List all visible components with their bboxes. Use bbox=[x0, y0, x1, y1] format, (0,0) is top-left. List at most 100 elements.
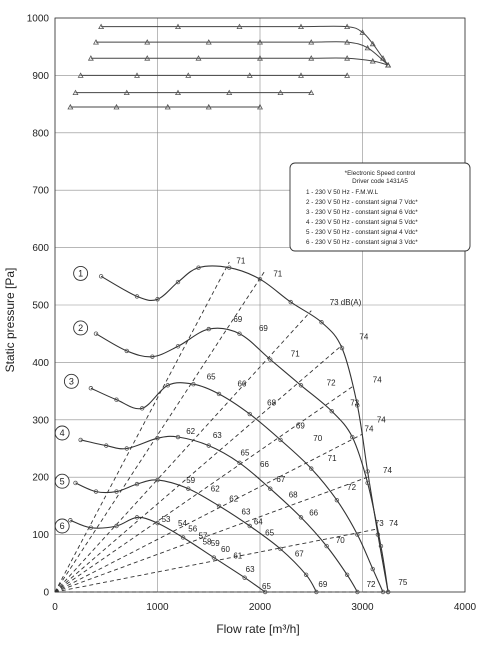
curve-point bbox=[380, 589, 386, 595]
db-label: 63 bbox=[213, 431, 222, 440]
curve-point bbox=[370, 566, 375, 572]
upper-line-marker bbox=[123, 89, 130, 96]
curve-point bbox=[114, 489, 119, 494]
curve-point bbox=[355, 403, 360, 408]
upper-line-marker bbox=[164, 103, 171, 110]
curve-point bbox=[114, 397, 119, 402]
y-tick-label: 200 bbox=[32, 473, 49, 484]
upper-line-marker bbox=[185, 72, 192, 78]
upper-line-marker bbox=[93, 39, 99, 45]
upper-pressure-line bbox=[90, 57, 389, 66]
curve-number-circle bbox=[54, 518, 70, 534]
db-label: 75 bbox=[398, 578, 407, 587]
legend-entry-5: 5 - 230 V 50 Hz - constant signal 4 Vdc* bbox=[306, 229, 418, 236]
upper-line-marker bbox=[257, 103, 263, 110]
db-label: 65 bbox=[265, 529, 274, 538]
db-label: 70 bbox=[336, 536, 345, 545]
curve-point bbox=[324, 543, 329, 549]
db-label: 72 bbox=[327, 378, 336, 387]
db-label: 74 bbox=[383, 466, 392, 475]
curve-point bbox=[93, 331, 99, 336]
legend: *Electronic Speed control Driver code 14… bbox=[289, 162, 471, 252]
db-label: 71 bbox=[273, 269, 282, 278]
curve-point bbox=[73, 480, 78, 486]
legend-entry-3: 3 - 230 V 50 Hz - constant signal 6 Vdc* bbox=[306, 209, 418, 216]
curve-point bbox=[68, 518, 73, 523]
y-tick-label: 400 bbox=[32, 358, 49, 369]
db-label: 58 bbox=[203, 537, 212, 546]
upper-line-marker bbox=[205, 103, 212, 110]
curve-point bbox=[191, 382, 196, 387]
db-line bbox=[54, 261, 230, 593]
curve-point bbox=[206, 443, 211, 448]
upper-line-marker bbox=[308, 39, 315, 45]
curve-point bbox=[165, 383, 170, 388]
curve-point bbox=[237, 331, 242, 336]
upper-line-marker bbox=[67, 103, 74, 110]
upper-line-marker bbox=[87, 55, 94, 61]
curve-point bbox=[247, 411, 252, 417]
curve-number-circle bbox=[73, 320, 89, 336]
curve-point bbox=[288, 299, 293, 305]
db-line bbox=[54, 476, 368, 593]
curve-point bbox=[206, 326, 211, 332]
curve-number-label: 6 bbox=[60, 521, 65, 531]
curve-point bbox=[88, 386, 94, 391]
curve-point bbox=[262, 589, 268, 595]
curve-number-label: 1 bbox=[78, 269, 83, 279]
curve-point bbox=[175, 344, 181, 349]
curve-point bbox=[355, 532, 360, 537]
legend-title-1: *Electronic Speed control bbox=[345, 170, 416, 177]
db-label: 67 bbox=[295, 549, 304, 558]
db-label: 69 bbox=[296, 421, 305, 430]
x-tick-label: 1000 bbox=[146, 602, 169, 613]
upper-line-marker bbox=[175, 89, 181, 96]
upper-line-marker bbox=[144, 55, 151, 61]
upper-line-marker bbox=[195, 55, 202, 61]
curve-point bbox=[334, 497, 340, 503]
curve-point bbox=[303, 572, 309, 577]
db-label: 61 bbox=[233, 552, 242, 561]
db-label: 74 bbox=[377, 416, 386, 425]
curve-number-circle bbox=[63, 373, 79, 389]
db-label: 57 bbox=[199, 532, 208, 541]
curve-point bbox=[155, 477, 160, 483]
upper-pressure-lines bbox=[67, 23, 392, 110]
y-tick-label: 500 bbox=[32, 301, 49, 312]
performance-curve-1 bbox=[100, 265, 389, 593]
curve-point bbox=[155, 520, 160, 526]
curve-point bbox=[278, 437, 283, 443]
db-label: 66 bbox=[260, 460, 269, 469]
upper-line-marker bbox=[144, 39, 151, 45]
performance-curve-5 bbox=[75, 479, 317, 593]
upper-pressure-line bbox=[101, 25, 389, 66]
curve-point bbox=[378, 543, 384, 549]
upper-line-marker bbox=[134, 72, 140, 78]
curve-point bbox=[355, 589, 360, 595]
y-tick-label: 0 bbox=[43, 588, 49, 599]
curve-point bbox=[175, 279, 181, 285]
curve-point bbox=[268, 486, 273, 491]
y-tick-label: 700 bbox=[32, 186, 49, 197]
curve-point bbox=[124, 348, 129, 354]
curve-point bbox=[298, 383, 304, 388]
curve-point bbox=[257, 276, 263, 282]
upper-line-marker bbox=[257, 55, 263, 61]
db-line bbox=[54, 528, 378, 593]
db-label: 60 bbox=[221, 545, 230, 554]
curve-point bbox=[134, 294, 140, 299]
x-tick-label: 2000 bbox=[249, 602, 272, 613]
db-label: 69 bbox=[233, 315, 242, 324]
curve-point bbox=[278, 546, 283, 552]
legend-entry-1: 1 - 230 V 50 Hz - F.M.W.L bbox=[306, 189, 379, 196]
curve-point bbox=[242, 575, 247, 580]
curve-point bbox=[329, 408, 334, 414]
noise-labels: 71 71 73 dB(A) 69 69 74 71 65 66 72 74 68 73 62 63 69 74… bbox=[162, 257, 408, 591]
performance-curve-3 bbox=[90, 382, 384, 593]
curve-point bbox=[216, 503, 222, 509]
upper-line-marker bbox=[298, 23, 304, 30]
db-label: 62 bbox=[211, 485, 220, 494]
y-tick-label: 600 bbox=[32, 243, 49, 254]
upper-line-marker bbox=[359, 29, 366, 35]
db-label: 74 bbox=[359, 332, 368, 341]
